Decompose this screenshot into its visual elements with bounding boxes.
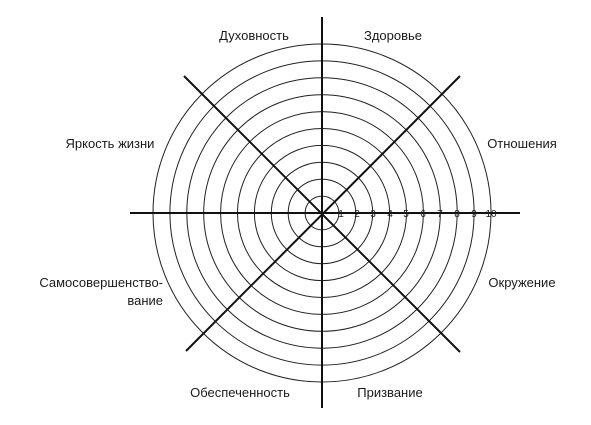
scale-label-2: 2 <box>354 209 360 220</box>
segment-label-spirituality: Духовность <box>219 28 289 43</box>
segment-label-selfdev-line2: вание <box>127 293 163 308</box>
spoke-diagonal-rising <box>185 75 461 352</box>
segment-label-health: Здоровье <box>364 28 422 43</box>
segment-label-calling: Призвание <box>357 385 422 400</box>
wheel-spokes <box>130 17 520 408</box>
scale-label-5: 5 <box>403 209 409 220</box>
segment-label-selfdev-line1: Самосовершенство- <box>39 275 163 290</box>
segment-label-brightness: Яркость жизни <box>66 136 155 151</box>
scale-label-8: 8 <box>454 209 460 220</box>
scale-label-4: 4 <box>387 209 393 220</box>
segment-label-wealth: Обеспеченность <box>190 385 290 400</box>
segment-label-relations: Отношения <box>487 136 557 151</box>
segment-label-environment: Окружение <box>488 275 555 290</box>
scale-label-6: 6 <box>420 209 426 220</box>
scale-label-9: 9 <box>471 209 477 220</box>
spoke-diagonal-falling <box>183 75 461 353</box>
segment-labels: Духовность Здоровье Отношения Окружение … <box>39 28 556 400</box>
scale-label-1: 1 <box>338 209 344 220</box>
scale-label-3: 3 <box>370 209 376 220</box>
scale-label-10: 10 <box>485 209 497 220</box>
scale-label-7: 7 <box>437 209 443 220</box>
scale-labels: 1 2 3 4 5 6 7 8 9 10 <box>338 209 497 220</box>
